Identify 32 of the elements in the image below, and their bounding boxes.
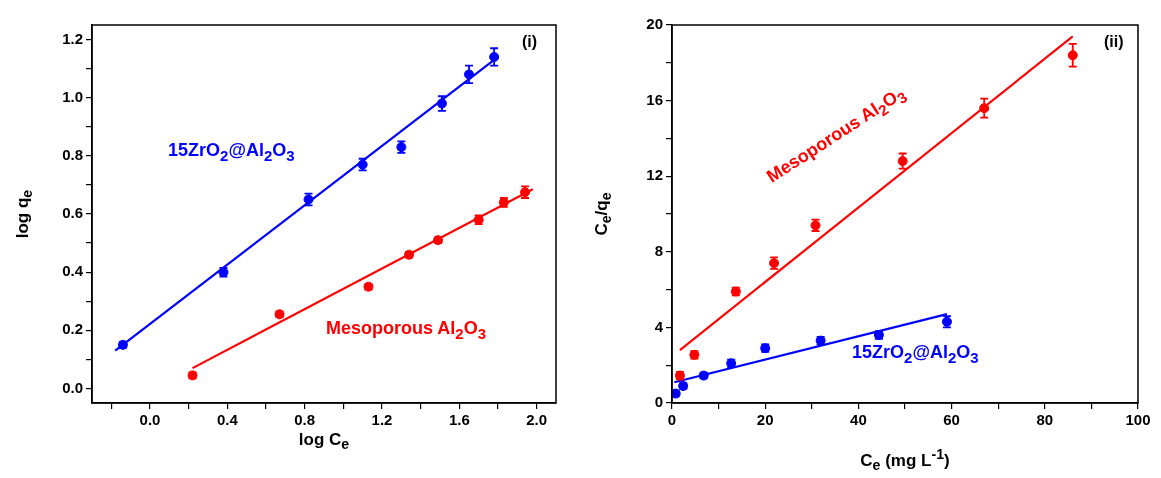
- x-tick-label: 100: [1125, 411, 1151, 429]
- x-tick-label: 0.8: [294, 411, 316, 429]
- x-tick-label: 2.0: [526, 411, 548, 429]
- y-tick-label: 20: [646, 15, 663, 33]
- x-tick-label: 40: [850, 411, 867, 429]
- x-axis-title: C$_{e}$ (mg L$^{-1}$): [860, 446, 950, 474]
- x-axis-title: log C$_{e}$: [298, 430, 350, 453]
- y-tick-label: 0.2: [62, 320, 83, 338]
- x-tick-label: 0: [667, 411, 677, 429]
- y-tick-label: 0.6: [62, 204, 83, 222]
- x-tick-label: 0.0: [139, 411, 161, 429]
- y-tick-label: 8: [654, 241, 663, 259]
- annotation: (i): [522, 33, 538, 51]
- y-tick-label: 0: [654, 393, 663, 411]
- y-tick-label: 12: [646, 166, 663, 184]
- y-tick-label: 0.8: [62, 145, 83, 163]
- y-tick-label: 4: [654, 317, 664, 335]
- y-tick-label: 0.0: [62, 378, 83, 396]
- x-tick-label: 60: [943, 411, 960, 429]
- text: Mesoporous Al$_{2}$O$_{3}$: [326, 318, 487, 342]
- y-tick-label: 1.0: [62, 87, 83, 105]
- series-label: 15ZrO$_{2}$@Al$_{2}$O$_{3}$: [852, 342, 979, 366]
- x-tick-label: 1.6: [448, 411, 470, 429]
- y-tick-label: 16: [646, 90, 663, 108]
- x-tick-label: 1.2: [371, 411, 393, 429]
- x-tick-label: 80: [1036, 411, 1054, 429]
- y-tick-label: 1.2: [62, 29, 83, 47]
- annotation: (ii): [1104, 33, 1124, 51]
- series-label: 15ZrO$_{2}$@Al$_{2}$O$_{3}$: [168, 140, 295, 164]
- x-tick-label: 20: [756, 411, 774, 429]
- x-tick-label: 0.4: [216, 411, 239, 429]
- y-tick-label: 0.4: [62, 262, 84, 280]
